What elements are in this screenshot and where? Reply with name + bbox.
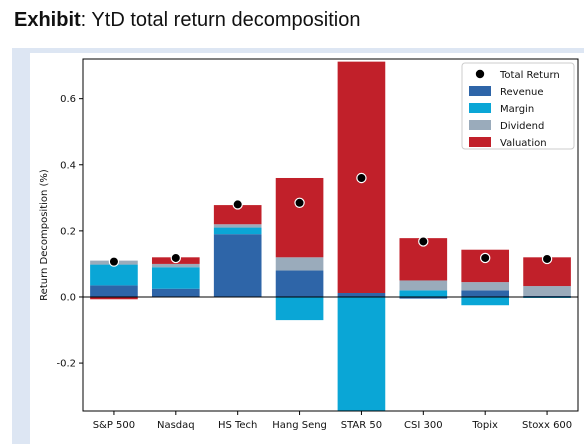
bar-revenue	[337, 293, 386, 297]
bar-revenue	[213, 234, 262, 297]
x-tick-label: Nasdaq	[157, 420, 195, 431]
total-return-point	[356, 172, 367, 184]
legend-label-revenue: Revenue	[500, 87, 544, 98]
bar-dividend	[275, 257, 324, 271]
bar-valuation	[90, 296, 138, 300]
y-tick-label: 0.6	[60, 94, 76, 105]
bar-margin	[151, 267, 200, 289]
legend-swatch-dividend	[469, 120, 491, 130]
bar-margin	[213, 227, 262, 235]
x-tick-label: CSI 300	[404, 420, 443, 431]
legend-label-margin: Margin	[500, 104, 534, 115]
x-tick-label: Topix	[471, 420, 498, 431]
total-return-point	[294, 197, 305, 208]
bar-margin	[90, 264, 138, 286]
bar-margin	[337, 296, 386, 411]
x-tick-label: STAR 50	[341, 420, 382, 431]
total-return-point	[232, 199, 243, 210]
total-return-point	[170, 252, 182, 264]
bar-revenue	[399, 296, 448, 299]
bar-margin	[461, 296, 510, 306]
legend-swatch-revenue	[469, 86, 491, 96]
legend-swatch-margin	[469, 103, 491, 113]
total-return-point	[108, 256, 120, 267]
legend-swatch-valuation	[469, 137, 491, 147]
bar-margin	[399, 290, 448, 297]
x-tick-label: Hang Seng	[272, 420, 327, 431]
exhibit-title: Exhibit: YtD total return decomposition	[14, 9, 360, 32]
bar-revenue	[275, 270, 324, 297]
bar-dividend	[461, 282, 510, 291]
title-bar: Exhibit: YtD total return decomposition	[0, 0, 584, 48]
bar-margin	[275, 296, 324, 321]
decomposition-chart: -0.2 0.0 0.2 0.4 0.6 S&P 500 Nasdaq HS Tech Hang…	[39, 58, 579, 431]
bar-dividend	[213, 224, 262, 228]
y-axis-label: Return Decomposition (%)	[39, 169, 50, 301]
legend-label-dividend: Dividend	[500, 121, 544, 132]
y-tick-label: 0.0	[60, 292, 76, 303]
chart-figure: -0.2 0.0 0.2 0.4 0.6 S&P 500 Nasdaq HS Tech Hang…	[30, 53, 584, 444]
bar-dividend	[399, 280, 448, 291]
legend-label-total-return: Total Return	[499, 70, 560, 81]
bar-revenue	[461, 290, 510, 297]
bar-dividend	[523, 286, 571, 296]
bar-revenue	[90, 285, 138, 297]
bar-revenue	[151, 288, 200, 297]
bar-dividend	[151, 263, 200, 268]
exhibit-title-text: : YtD total return decomposition	[80, 9, 361, 31]
y-tick-label: 0.4	[60, 160, 76, 171]
x-tick-label: S&P 500	[93, 420, 135, 431]
bar-valuation	[275, 177, 324, 258]
exhibit-title-bold: Exhibit	[14, 9, 81, 31]
total-return-point	[418, 236, 429, 247]
y-tick-label: -0.2	[56, 359, 76, 370]
total-return-point	[479, 252, 491, 264]
total-return-point	[541, 253, 553, 265]
legend-label-valuation: Valuation	[500, 138, 547, 149]
x-tick-label: Stoxx 600	[522, 420, 572, 431]
x-tick-label: HS Tech	[218, 420, 257, 431]
legend-marker-total-return	[475, 69, 485, 79]
y-tick-label: 0.2	[60, 226, 76, 237]
plot-frame	[82, 58, 579, 412]
bar-valuation	[213, 205, 262, 225]
